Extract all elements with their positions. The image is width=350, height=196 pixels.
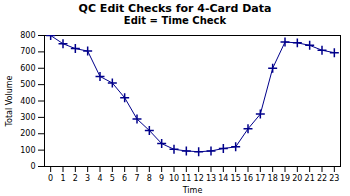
svg-text:700: 700	[20, 47, 35, 56]
svg-text:23: 23	[329, 174, 339, 183]
svg-text:10: 10	[169, 174, 179, 183]
svg-text:300: 300	[20, 113, 35, 122]
svg-text:3: 3	[85, 174, 90, 183]
svg-text:4: 4	[97, 174, 102, 183]
svg-text:21: 21	[305, 174, 315, 183]
svg-text:500: 500	[20, 80, 35, 89]
svg-text:200: 200	[20, 129, 35, 138]
svg-text:800: 800	[20, 31, 35, 40]
svg-text:19: 19	[280, 174, 290, 183]
svg-text:Time: Time	[182, 186, 203, 195]
svg-text:13: 13	[206, 174, 216, 183]
svg-text:22: 22	[317, 174, 327, 183]
svg-text:16: 16	[243, 174, 253, 183]
svg-text:12: 12	[194, 174, 204, 183]
svg-text:7: 7	[134, 174, 139, 183]
svg-text:14: 14	[218, 174, 228, 183]
svg-text:8: 8	[147, 174, 152, 183]
svg-text:15: 15	[231, 174, 241, 183]
svg-text:11: 11	[181, 174, 191, 183]
svg-text:17: 17	[255, 174, 265, 183]
svg-text:0: 0	[48, 174, 53, 183]
svg-text:20: 20	[292, 174, 302, 183]
svg-text:9: 9	[159, 174, 164, 183]
svg-text:1: 1	[60, 174, 65, 183]
svg-text:2: 2	[73, 174, 78, 183]
html-text:Edit = Time Check: Edit = Time Check	[123, 15, 227, 26]
svg-text:Total Volume: Total Volume	[5, 75, 14, 127]
svg-text:6: 6	[122, 174, 127, 183]
svg-text:400: 400	[20, 97, 35, 106]
html-text:QC Edit Checks for 4-Card Data: QC Edit Checks for 4-Card Data	[78, 2, 272, 15]
svg-text:600: 600	[20, 64, 35, 73]
svg-text:100: 100	[20, 146, 35, 155]
svg-text:0: 0	[30, 162, 35, 171]
svg-text:18: 18	[268, 174, 278, 183]
svg-text:5: 5	[110, 174, 115, 183]
